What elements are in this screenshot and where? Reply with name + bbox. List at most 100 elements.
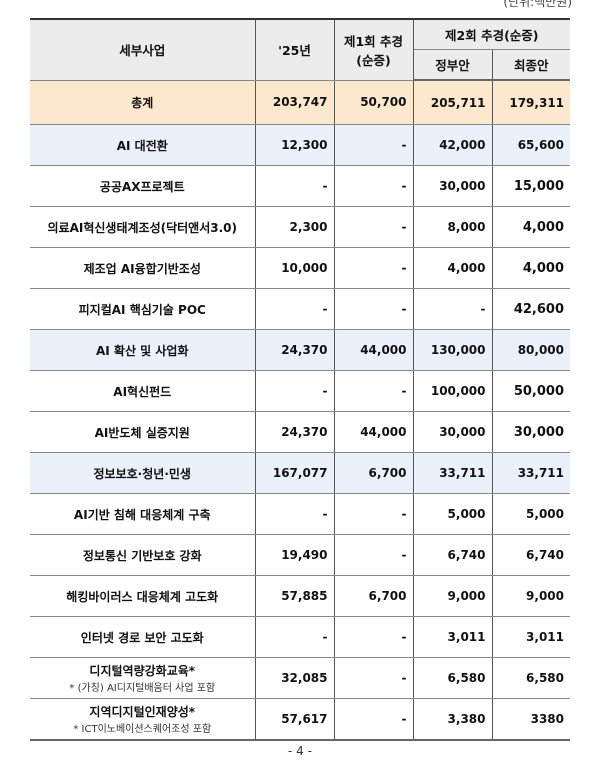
value-first: -: [333, 165, 414, 207]
value-first: 6,700: [333, 575, 414, 617]
project-name-text: 인터넷 경로 보안 고도화: [80, 630, 204, 645]
value-final: 6,580: [491, 657, 571, 699]
value-gov: 30,000: [412, 411, 493, 453]
table-row: AI기반 침해 대응체계 구축 - -5,000 5,000: [30, 493, 571, 535]
header-project: 세부사업: [30, 18, 256, 81]
value-y25: 167,077: [254, 452, 335, 494]
project-name: 제조업 AI융합기반조성: [30, 247, 256, 289]
project-name: 공공AX프로젝트: [30, 165, 256, 207]
table-row: 해킹바이러스 대응체계 고도화 57,885 6,700 9,000 9,000: [30, 575, 571, 617]
project-name-text: 공공AX프로젝트: [99, 179, 185, 194]
project-name: 해킹바이러스 대응체계 고도화: [30, 575, 256, 617]
project-name-text: AI반도체 실증지원: [94, 425, 190, 440]
value-first: -: [333, 124, 414, 166]
project-name-text: 정보보호·청년·민생: [93, 466, 191, 481]
value-gov: 3,380: [412, 698, 493, 741]
value-final: 9,000: [491, 575, 571, 617]
value-y25: 57,885: [254, 575, 335, 617]
project-name-text: 총계: [131, 95, 154, 110]
value-final: 5,000: [491, 493, 571, 535]
table-row: 정보통신 기반보호 강화 19,490-6,740 6,740: [30, 534, 571, 576]
value-gov: 205,711: [412, 80, 493, 125]
header-first-supplementary: 제1회 추경 (순증): [333, 18, 414, 81]
value-final: 4,000: [491, 247, 571, 289]
value-gov: 3,011: [412, 616, 493, 658]
table-row: 피지컬AI 핵심기술 POC - - -42,600: [30, 288, 571, 330]
value-first: -: [333, 534, 414, 576]
value-gov: 6,580: [412, 657, 493, 699]
project-name: AI기반 침해 대응체계 구축: [30, 493, 256, 535]
page-number: - 4 -: [288, 744, 312, 758]
value-y25: 24,370: [254, 411, 335, 453]
project-name: 디지털역량강화교육* * (가칭) AI디지털배움터 사업 포함: [30, 657, 256, 699]
value-first: 44,000: [333, 411, 414, 453]
value-y25: -: [254, 370, 335, 412]
project-name-text: 의료AI혁신생태계조성(닥터앤서3.0): [47, 220, 238, 235]
header-first-line1: 제1회 추경: [343, 33, 404, 49]
value-gov: 33,711: [412, 452, 493, 494]
value-final: 80,000: [491, 329, 571, 371]
value-y25: 19,490: [254, 534, 335, 576]
value-gov: 8,000: [412, 206, 493, 248]
value-first: -: [333, 206, 414, 248]
table-row: 디지털역량강화교육* * (가칭) AI디지털배움터 사업 포함 32,085-6,…: [30, 657, 571, 699]
value-first: 6,700: [333, 452, 414, 494]
value-final: 33,711: [491, 452, 571, 494]
project-name-text: 해킹바이러스 대응체계 고도화: [66, 589, 219, 604]
value-y25: 203,747: [254, 80, 335, 125]
table-row: 인터넷 경로 보안 고도화 - -3,011 3,011: [30, 616, 571, 658]
header-2025: '25년: [254, 18, 335, 81]
unit-label: (단위:백만원): [503, 0, 572, 9]
project-name: 피지컬AI 핵심기술 POC: [30, 288, 256, 330]
project-name-text: AI 확산 및 사업화: [95, 343, 189, 358]
value-final: 3,011: [491, 616, 571, 658]
value-first: 50,700: [333, 80, 414, 125]
project-name: AI 대전환: [30, 124, 256, 166]
project-name-text: 디지털역량강화교육*: [89, 664, 196, 678]
table-row: 의료AI혁신생태계조성(닥터앤서3.0) 2,300-8,000 4,000: [30, 206, 571, 248]
value-first: -: [333, 288, 414, 330]
value-gov: 9,000: [412, 575, 493, 617]
value-final: 30,000: [491, 411, 571, 453]
value-gov: 6,740: [412, 534, 493, 576]
value-final: 179,311: [491, 80, 571, 125]
project-name: AI 확산 및 사업화: [30, 329, 256, 371]
project-name: 지역디지털인재양성* * ICT이노베이션스퀘어조성 포함: [30, 698, 256, 741]
table-row: AI 대전환 12,300-42,000 65,600: [30, 124, 571, 166]
value-y25: 10,000: [254, 247, 335, 289]
project-name-text: 피지컬AI 핵심기술 POC: [78, 302, 206, 317]
value-y25: -: [254, 288, 335, 330]
table-row: 지역디지털인재양성* * ICT이노베이션스퀘어조성 포함 57,617-3,380…: [30, 698, 571, 741]
value-first: 44,000: [333, 329, 414, 371]
value-y25: 2,300: [254, 206, 335, 248]
value-y25: 57,617: [254, 698, 335, 741]
table-row: 총계 203,747 50,700 205,711 179,311: [30, 80, 571, 125]
table-row: AI 확산 및 사업화 24,370 44,000 130,000 80,000: [30, 329, 571, 371]
table-row: 정보보호·청년·민생 167,077 6,700 33,711 33,711: [30, 452, 571, 494]
value-gov: 130,000: [412, 329, 493, 371]
table-row: AI반도체 실증지원 24,370 44,000 30,000 30,000: [30, 411, 571, 453]
header-second-supplementary: 제2회 추경(순증): [412, 18, 571, 50]
project-name-text: 제조업 AI융합기반조성: [83, 261, 201, 276]
value-first: -: [333, 247, 414, 289]
table-row: 공공AX프로젝트 - -30,000 15,000: [30, 165, 571, 207]
value-y25: -: [254, 616, 335, 658]
value-y25: -: [254, 165, 335, 207]
value-gov: 42,000: [412, 124, 493, 166]
value-gov: -: [412, 288, 493, 330]
project-note: * (가칭) AI디지털배움터 사업 포함: [69, 683, 216, 694]
value-first: -: [333, 698, 414, 741]
project-name: 인터넷 경로 보안 고도화: [30, 616, 256, 658]
value-y25: 32,085: [254, 657, 335, 699]
project-name-text: AI기반 침해 대응체계 구축: [73, 507, 211, 522]
value-first: -: [333, 493, 414, 535]
header-government-proposal: 정부안: [413, 49, 493, 81]
value-gov: 30,000: [412, 165, 493, 207]
value-gov: 4,000: [412, 247, 493, 289]
project-name-text: 지역디지털인재양성*: [89, 705, 196, 719]
value-final: 3380: [491, 698, 571, 741]
value-gov: 5,000: [412, 493, 493, 535]
value-final: 6,740: [491, 534, 571, 576]
table-row: AI혁신펀드 - -100,000 50,000: [30, 370, 571, 412]
value-gov: 100,000: [412, 370, 493, 412]
